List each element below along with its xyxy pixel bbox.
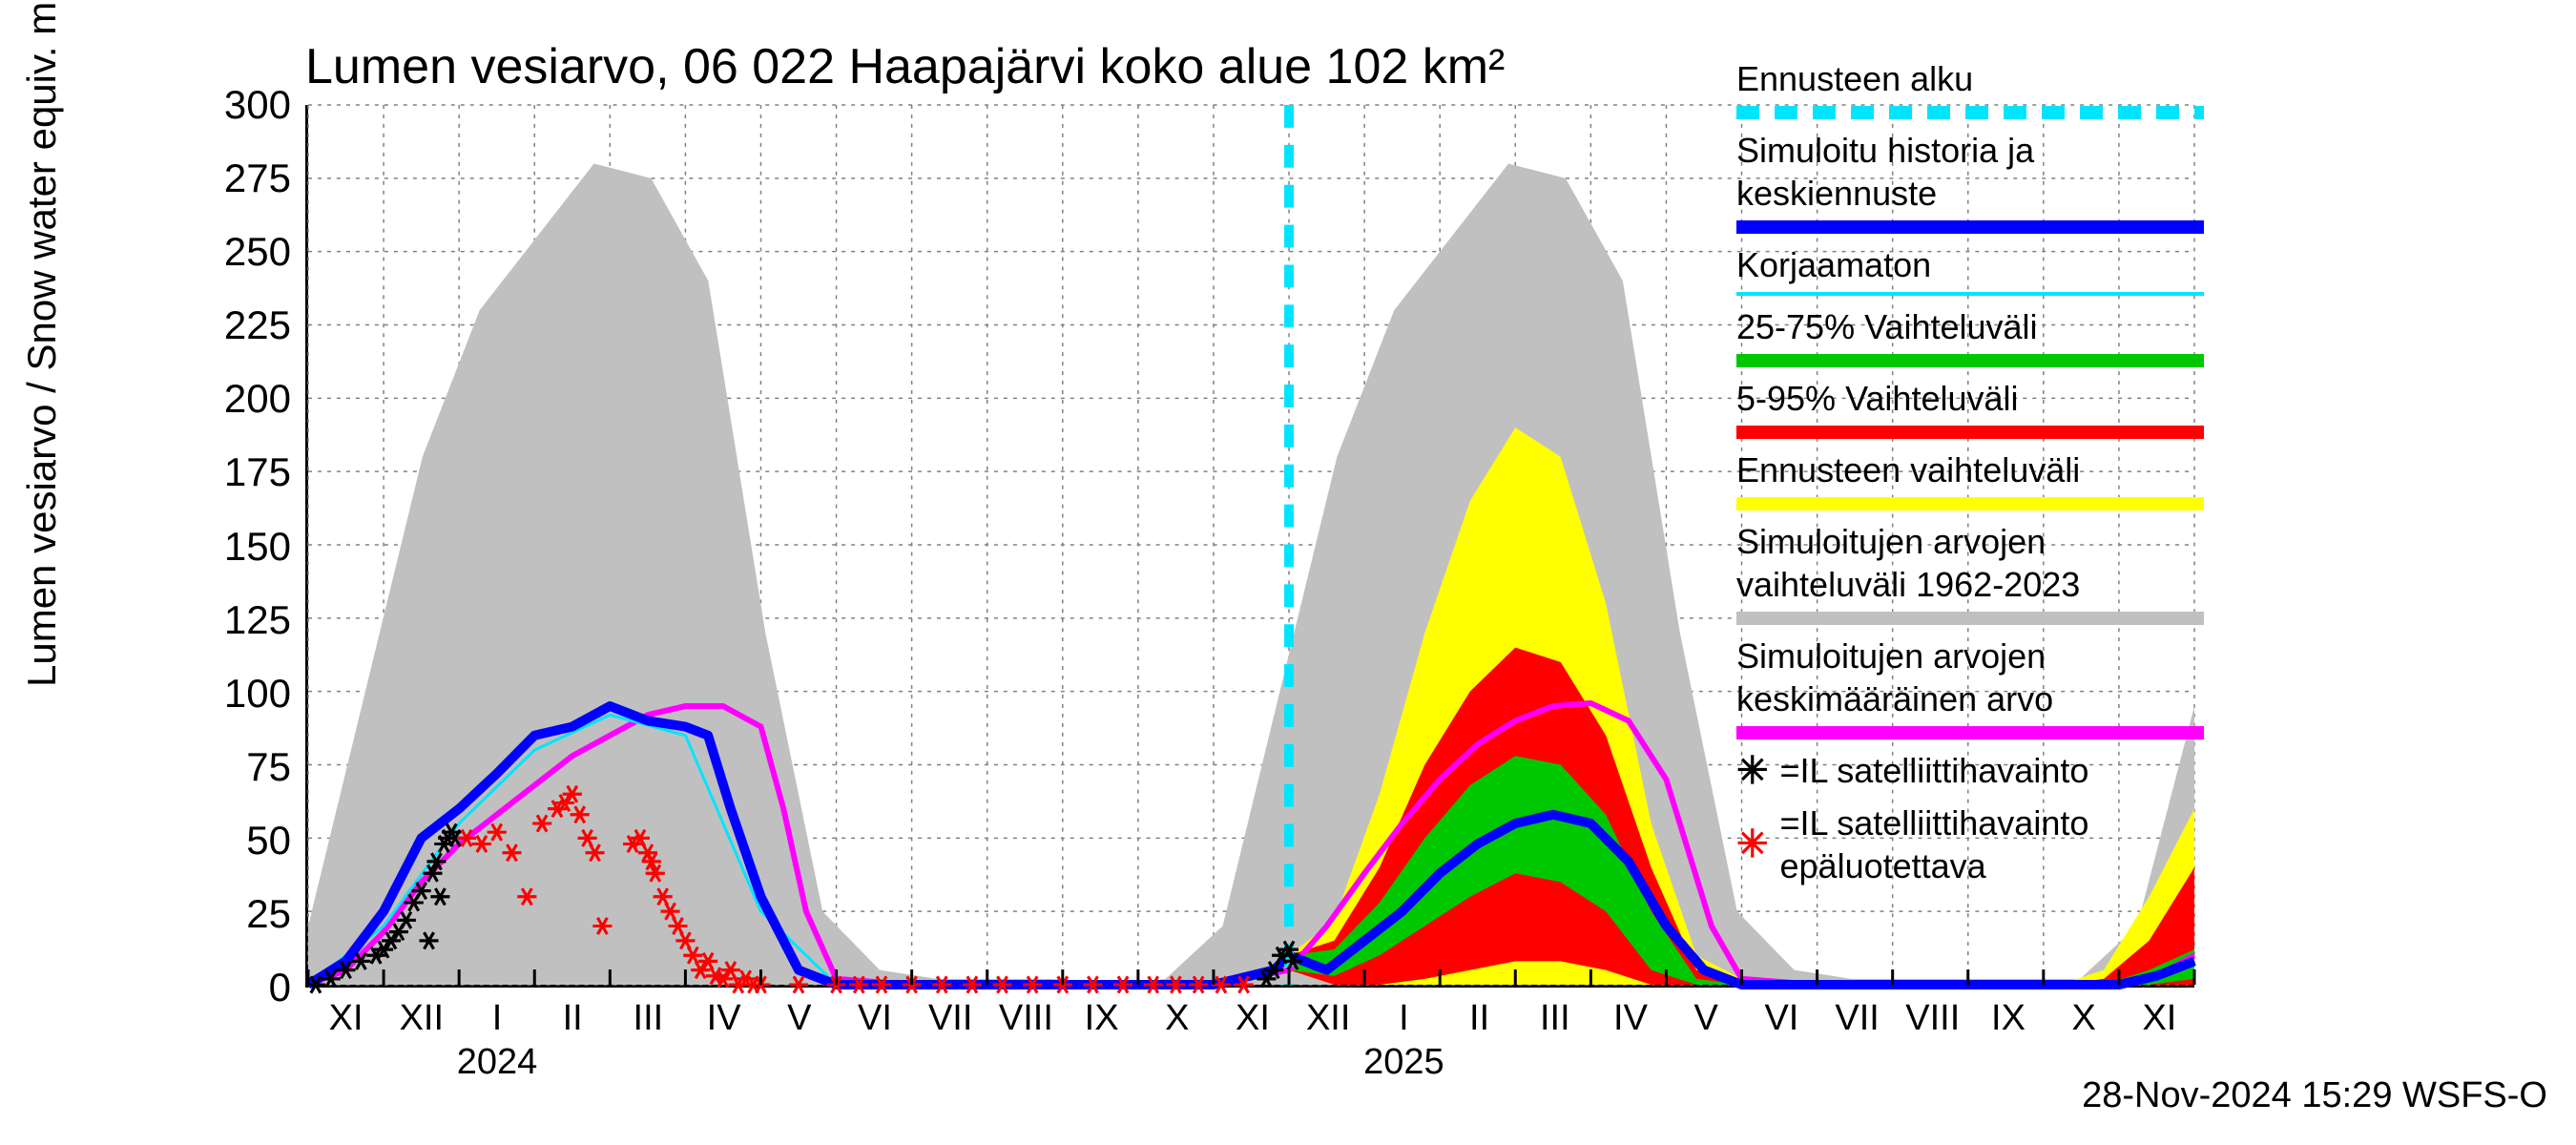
xtick-label: V [787, 998, 811, 1039]
ytick-label: 150 [224, 524, 291, 570]
chart-container: Lumen vesiarvo, 06 022 Haapajärvi koko a… [0, 0, 1689, 1145]
xtick-label: X [1165, 998, 1189, 1039]
legend-item: Simuloitujen arvojen vaihteluväli 1962-2… [1736, 520, 2213, 625]
ytick-label: 200 [224, 376, 291, 422]
legend-label: Ennusteen alku [1736, 57, 2213, 100]
legend-label: Simuloitujen arvojen vaihteluväli 1962-2… [1736, 520, 2213, 606]
xtick-label: I [1399, 998, 1409, 1039]
legend-marker-item: ✳ =IL satelliittihavainto epäluotettava [1736, 802, 2213, 887]
legend-label: 5-95% Vaihteluväli [1736, 377, 2213, 420]
legend-item: 25-75% Vaihteluväli [1736, 305, 2213, 367]
legend-swatch [1736, 292, 2204, 296]
legend-label: =IL satelliittihavainto epäluotettava [1780, 802, 2213, 887]
marker-glyph-icon: ✳ [1736, 825, 1769, 864]
xtick-label: XII [1306, 998, 1350, 1039]
xtick-label: IX [1991, 998, 2025, 1039]
legend: Ennusteen alku Simuloitu historia ja kesk… [1736, 57, 2213, 897]
xtick-label: VI [858, 998, 892, 1039]
xtick-label: IV [707, 998, 741, 1039]
legend-item: Korjaamaton [1736, 243, 2213, 296]
marker-glyph-icon: ✳ [1736, 752, 1769, 790]
xtick-label: I [492, 998, 503, 1039]
ytick-label: 225 [224, 302, 291, 348]
xtick-label: XII [400, 998, 444, 1039]
legend-label: Ennusteen vaihteluväli [1736, 448, 2213, 491]
legend-swatch [1736, 426, 2204, 439]
ytick-label: 275 [224, 156, 291, 201]
legend-marker-item: ✳ =IL satelliittihavainto [1736, 749, 2213, 792]
ytick-label: 75 [246, 744, 291, 790]
xtick-label: IX [1085, 998, 1119, 1039]
ytick-label: 175 [224, 449, 291, 495]
chart-title: Lumen vesiarvo, 06 022 Haapajärvi koko a… [305, 38, 1505, 95]
xtick-label: X [2072, 998, 2096, 1039]
legend-label: Simuloitu historia ja keskiennuste [1736, 129, 2213, 215]
xtick-label: V [1694, 998, 1718, 1039]
xtick-label: III [634, 998, 664, 1039]
legend-swatch [1736, 497, 2204, 510]
legend-item: Simuloitu historia ja keskiennuste [1736, 129, 2213, 234]
xtick-label: XI [2142, 998, 2176, 1039]
legend-label: 25-75% Vaihteluväli [1736, 305, 2213, 348]
legend-swatch [1736, 220, 2204, 234]
legend-swatch [1736, 612, 2204, 625]
xtick-label: VII [1835, 998, 1879, 1039]
legend-label: Simuloitujen arvojen keskimääräinen arvo [1736, 635, 2213, 720]
xtick-label: VI [1764, 998, 1798, 1039]
year-label: 2025 [1363, 1042, 1444, 1083]
xtick-label: VIII [1905, 998, 1960, 1039]
legend-label: Korjaamaton [1736, 243, 2213, 286]
legend-swatch [1736, 354, 2204, 367]
legend-item: Simuloitujen arvojen keskimääräinen arvo [1736, 635, 2213, 739]
legend-item: Ennusteen vaihteluväli [1736, 448, 2213, 510]
year-label: 2024 [457, 1042, 538, 1083]
xtick-label: II [1469, 998, 1489, 1039]
ytick-label: 25 [246, 891, 291, 937]
y-axis-label: Lumen vesiarvo / Snow water equiv. mm [19, 0, 65, 687]
legend-item: 5-95% Vaihteluväli [1736, 377, 2213, 439]
legend-swatch [1736, 106, 2204, 119]
xtick-label: XI [329, 998, 364, 1039]
legend-swatch [1736, 726, 2204, 739]
ytick-label: 250 [224, 229, 291, 275]
xtick-label: XI [1236, 998, 1270, 1039]
ytick-label: 50 [246, 818, 291, 864]
xtick-label: VIII [999, 998, 1053, 1039]
legend-item: Ennusteen alku [1736, 57, 2213, 119]
xtick-label: III [1540, 998, 1570, 1039]
ytick-label: 300 [224, 82, 291, 128]
ytick-label: 100 [224, 671, 291, 717]
xtick-label: IV [1613, 998, 1648, 1039]
footer-timestamp: 28-Nov-2024 15:29 WSFS-O [2082, 1075, 2547, 1116]
ytick-label: 125 [224, 597, 291, 643]
ytick-label: 0 [269, 965, 291, 1010]
xtick-label: VII [928, 998, 972, 1039]
legend-label: =IL satelliittihavainto [1780, 749, 2089, 792]
xtick-label: II [563, 998, 583, 1039]
